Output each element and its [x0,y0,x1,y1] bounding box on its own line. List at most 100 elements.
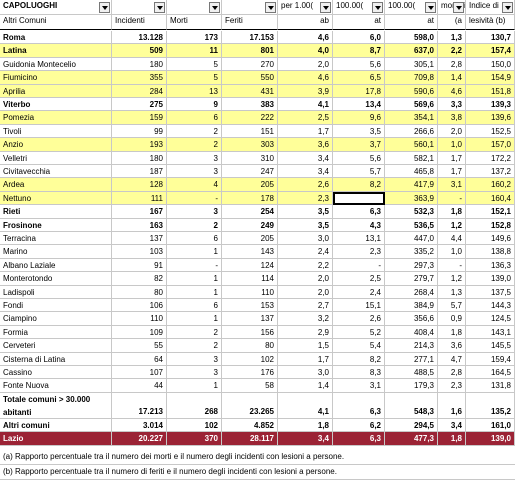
table-cell: 128 [112,178,167,192]
table-cell: 2,6 [333,312,385,326]
table-cell: 214,3 [385,339,438,353]
row-label: Latina [0,44,112,58]
table-cell: 1,6 [438,392,466,419]
table-cell: 1 [167,379,222,393]
table-cell: 4.852 [222,418,278,433]
table-cell: 3,6 [278,138,333,152]
table-cell: 550 [222,71,278,85]
header-cell: at [333,15,385,30]
table-cell: 254 [222,205,278,219]
table-cell: 187 [112,165,167,179]
filter-dropdown[interactable] [99,2,110,13]
table-cell: 3,6 [438,339,466,353]
table-cell: 598,0 [385,31,438,45]
table-cell: 3,1 [438,178,466,192]
table-cell: 28.117 [222,432,278,446]
table-cell: 1 [167,312,222,326]
row-label: Cassino [0,366,112,380]
table-cell: 1,0 [438,138,466,152]
table-cell: 6,3 [333,392,385,419]
row-label: Civitavecchia [0,165,112,179]
table-cell: 156 [222,325,278,340]
table-cell: 2,7 [278,299,333,313]
table-cell: 8,3 [333,366,385,380]
row-label: Roma [0,31,112,45]
table-cell: 135,2 [466,392,515,419]
table-cell: 3 [167,352,222,366]
table-cell: 294,5 [385,418,438,433]
filter-dropdown[interactable] [453,2,464,13]
table-cell: 417,9 [385,178,438,192]
table-cell: 4,6 [278,71,333,85]
table-cell: 124,5 [466,312,515,326]
table-cell: 107 [112,366,167,380]
table-cell: 149,6 [466,232,515,246]
row-label: Anzio [0,138,112,152]
filter-dropdown[interactable] [265,2,276,13]
row-label: Viterbo [0,98,112,112]
row-label: Marino [0,245,112,259]
table-cell: 13.128 [112,31,167,45]
filter-dropdown[interactable] [209,2,220,13]
table-cell: 178 [222,191,278,206]
table-cell: 1,8 [438,325,466,340]
table-cell: 2 [167,218,222,232]
table-cell: 3,3 [438,98,466,112]
table-cell: 172,2 [466,151,515,165]
table-cell: 6,3 [333,432,385,446]
table-cell: 4,0 [278,44,333,58]
table-cell: - [333,258,385,273]
row-label: Ciampino [0,312,112,326]
header-cell: (a [438,15,466,30]
table-cell: 138,8 [466,245,515,259]
table-cell: 4,6 [438,84,466,98]
row-label: Nettuno [0,191,112,206]
table-cell: 144,3 [466,299,515,313]
filter-dropdown[interactable] [372,2,383,13]
header-cell: Morti [167,15,222,30]
table-cell: 2,0 [278,57,333,72]
row-label: Ladispoli [0,285,112,299]
table-cell: 354,1 [385,111,438,125]
table-cell: 465,8 [385,165,438,179]
table-cell: 173 [167,31,222,45]
filter-dropdown[interactable] [502,2,513,13]
table-cell: 13 [167,84,222,98]
table-cell: 1,7 [278,352,333,366]
table-cell: 159 [112,111,167,125]
table-cell: 80 [222,339,278,353]
table-cell: 64 [112,352,167,366]
table-cell: 17.153 [222,31,278,45]
table-cell: 137 [112,232,167,246]
table-cell: 137,2 [466,165,515,179]
table-cell: 152,8 [466,218,515,232]
filter-dropdown[interactable] [154,2,165,13]
table-cell: 3.014 [112,418,167,433]
table-cell: 91 [112,258,167,273]
table-cell: 2,8 [438,57,466,72]
table-cell: 3,4 [438,418,466,433]
table-cell: - [438,258,466,273]
table-cell: 6,3 [333,205,385,219]
table-cell: 3,2 [278,312,333,326]
table-cell: 310 [222,151,278,165]
header-cell: ab [278,15,333,30]
table-cell: 55 [112,339,167,353]
table-cell: 157,0 [466,138,515,152]
table-cell: 268,4 [385,285,438,299]
table-cell: 193 [112,138,167,152]
table-cell: 124 [222,258,278,273]
table-cell: 1,5 [278,339,333,353]
table-cell: 6,2 [333,418,385,433]
header-cell: at [385,15,438,30]
table-cell: 11 [167,44,222,58]
table-cell: 1,4 [438,71,466,85]
filter-dropdown[interactable] [320,2,331,13]
filter-dropdown[interactable] [425,2,436,13]
footnote: (a) Rapporto percentuale tra il numero d… [0,450,515,465]
table-cell: 3,9 [278,84,333,98]
table-cell: 143 [222,245,278,259]
row-label: Fonte Nuova [0,379,112,393]
table-cell: 139,0 [466,272,515,286]
table-cell: 5,7 [333,165,385,179]
